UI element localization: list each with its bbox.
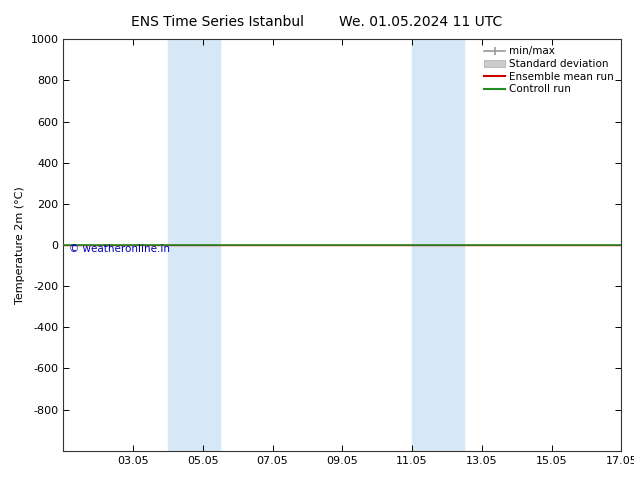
Bar xyxy=(412,39,464,451)
Text: ENS Time Series Istanbul        We. 01.05.2024 11 UTC: ENS Time Series Istanbul We. 01.05.2024 … xyxy=(131,15,503,29)
Bar xyxy=(168,39,221,451)
Text: © weatheronline.in: © weatheronline.in xyxy=(69,244,170,254)
Y-axis label: Temperature 2m (°C): Temperature 2m (°C) xyxy=(15,186,25,304)
Legend: min/max, Standard deviation, Ensemble mean run, Controll run: min/max, Standard deviation, Ensemble me… xyxy=(482,45,616,97)
